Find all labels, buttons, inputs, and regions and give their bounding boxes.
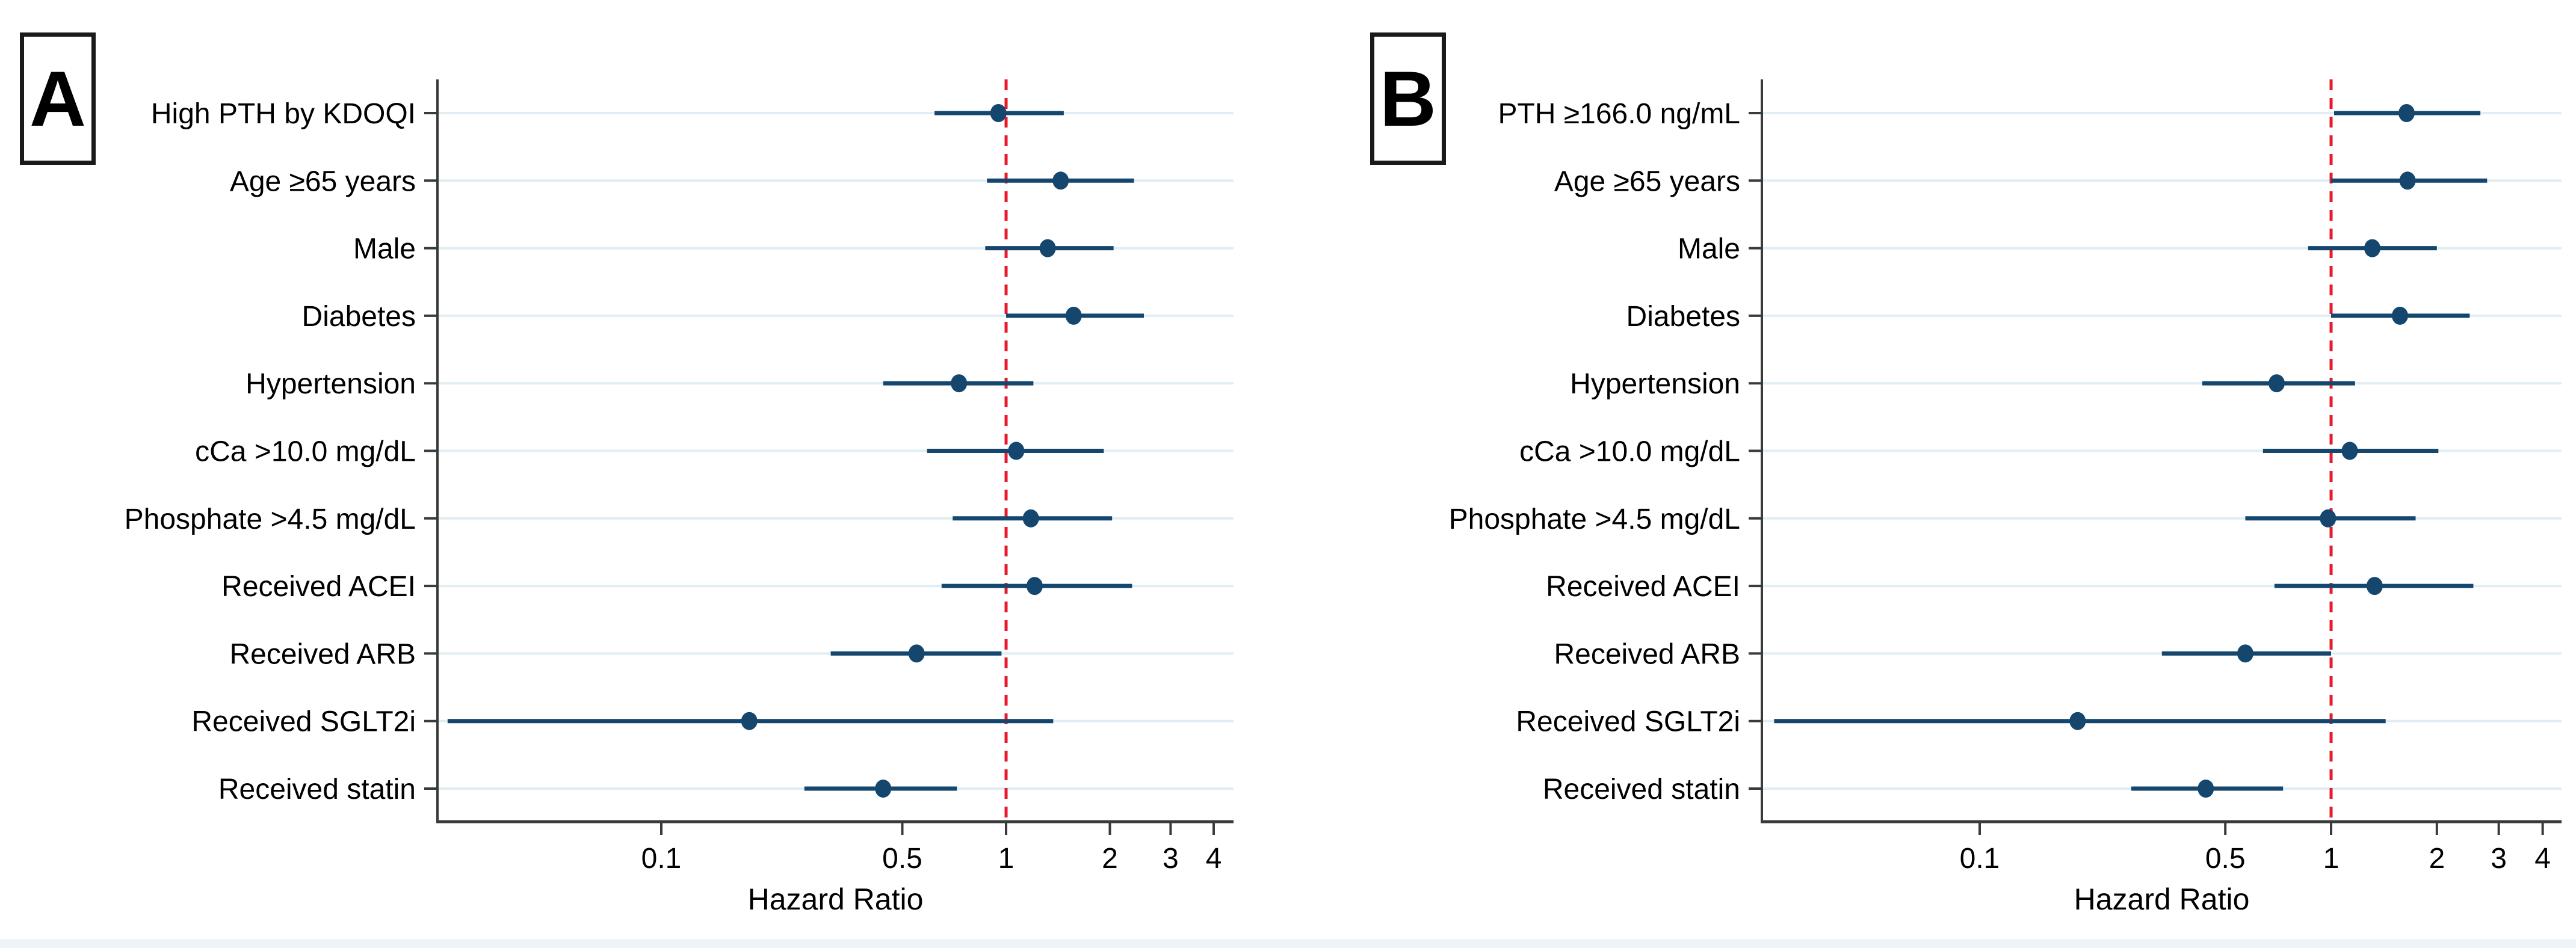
row-label: Age ≥65 years (230, 165, 416, 197)
point-estimate-marker (951, 374, 968, 393)
point-estimate-marker (2341, 442, 2358, 460)
row-label: Phosphate >4.5 mg/dL (125, 503, 416, 535)
point-estimate-marker (1026, 577, 1043, 596)
row-label: Male (353, 233, 416, 265)
point-estimate-marker (1039, 239, 1056, 257)
row-label: Received ARB (1554, 638, 1741, 670)
row-label: Diabetes (1626, 301, 1740, 333)
point-estimate-marker (2269, 374, 2285, 393)
point-estimate-marker (1052, 171, 1069, 190)
x-tick-label: 3 (2491, 843, 2507, 875)
row-label: PTH ≥166.0 ng/mL (1498, 98, 1740, 130)
point-estimate-marker (1065, 306, 1082, 325)
panel-b-letter: B (1380, 55, 1436, 143)
x-tick-label: 4 (1206, 843, 1222, 875)
row-label: Hypertension (246, 368, 416, 400)
row-label: Phosphate >4.5 mg/dL (1449, 503, 1740, 535)
point-estimate-marker (1022, 509, 1039, 528)
point-estimate-marker (2069, 712, 2086, 730)
row-label: Age ≥65 years (1554, 165, 1740, 197)
x-tick-label: 1 (2323, 843, 2340, 875)
x-tick-label: 2 (1102, 843, 1118, 875)
row-label: cCa >10.0 mg/dL (195, 436, 416, 468)
row-label: Received SGLT2i (191, 706, 416, 738)
point-estimate-marker (2391, 306, 2408, 325)
row-label: Diabetes (302, 301, 416, 333)
point-estimate-marker (1008, 442, 1025, 460)
point-estimate-marker (2364, 239, 2380, 257)
x-tick-label: 3 (1163, 843, 1179, 875)
point-estimate-marker (2320, 509, 2337, 528)
point-estimate-marker (908, 644, 925, 663)
x-tick-label: 2 (2429, 843, 2445, 875)
row-label: Received statin (218, 774, 416, 805)
row-label: Received ACEI (221, 571, 416, 603)
row-label: Hypertension (1570, 368, 1740, 400)
x-tick-label: 0.5 (882, 843, 922, 875)
row-label: Received SGLT2i (1516, 706, 1740, 738)
x-axis-title: Hazard Ratio (748, 882, 924, 916)
point-estimate-marker (875, 780, 892, 798)
panel-b-label: B (1370, 32, 1446, 165)
point-estimate-marker (990, 104, 1007, 122)
point-estimate-marker (2366, 577, 2383, 596)
row-label: High PTH by KDOQI (151, 98, 416, 130)
point-estimate-marker (2237, 644, 2253, 663)
point-estimate-marker (2198, 780, 2214, 798)
row-label: Received ACEI (1546, 571, 1740, 603)
x-tick-label: 1 (998, 843, 1015, 875)
row-label: Received ARB (230, 638, 416, 670)
x-tick-label: 0.5 (2205, 843, 2246, 875)
x-tick-label: 0.1 (1960, 843, 2000, 875)
panel-a-label: A (20, 32, 96, 165)
x-tick-label: 0.1 (641, 843, 682, 875)
x-tick-label: 4 (2534, 843, 2551, 875)
point-estimate-marker (2399, 171, 2416, 190)
panel-a-letter: A (29, 55, 86, 143)
bottom-edge-strip (0, 939, 2576, 948)
x-axis-title: Hazard Ratio (2074, 882, 2250, 916)
row-label: Male (1678, 233, 1740, 265)
point-estimate-marker (741, 712, 758, 730)
point-estimate-marker (2398, 104, 2415, 122)
row-label: cCa >10.0 mg/dL (1519, 436, 1740, 468)
row-label: Received statin (1543, 774, 1740, 805)
